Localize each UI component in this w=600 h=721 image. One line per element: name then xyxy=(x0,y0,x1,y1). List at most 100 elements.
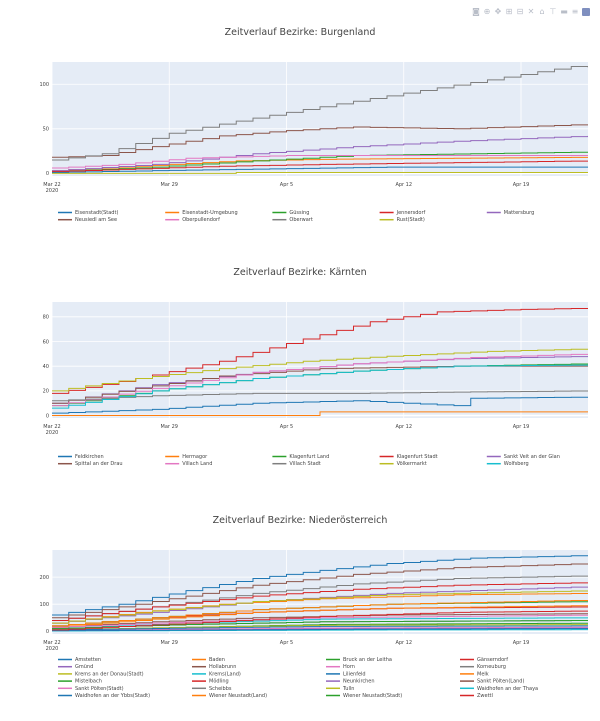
legend-item[interactable]: Melk xyxy=(460,671,489,677)
legend-item[interactable]: Zwettl xyxy=(460,693,493,699)
legend-item[interactable]: Jennersdorf xyxy=(379,210,426,216)
legend-item[interactable]: Scheibbs xyxy=(192,686,232,692)
legend-item[interactable]: Neunkirchen xyxy=(326,679,375,685)
series-line[interactable] xyxy=(52,124,588,158)
legend-item[interactable]: Baden xyxy=(192,657,225,663)
series-line[interactable] xyxy=(52,586,588,624)
legend-item[interactable]: Spittal an der Drau xyxy=(58,461,123,467)
chart-title: Zeitverlauf Bezirke: Kärnten xyxy=(233,267,366,278)
series-line[interactable] xyxy=(52,396,588,414)
series-line[interactable] xyxy=(52,624,588,631)
legend-item[interactable]: Eisenstadt-Umgebung xyxy=(165,210,238,216)
legend-item[interactable]: Güssing xyxy=(272,210,309,216)
legend-item[interactable]: Wiener Neustadt(Stadt) xyxy=(326,693,402,699)
legend-label: Jennersdorf xyxy=(396,210,426,216)
series-line[interactable] xyxy=(52,166,588,173)
legend-item[interactable]: Klagenfurt Land xyxy=(272,454,329,460)
series-line[interactable] xyxy=(52,171,588,174)
legend-item[interactable]: Hollabrunn xyxy=(192,664,236,670)
series-line[interactable] xyxy=(52,628,588,632)
legend-label: Mödling xyxy=(209,679,229,685)
legend-item[interactable]: Gänserndorf xyxy=(460,657,508,663)
series-line[interactable] xyxy=(52,353,588,407)
legend-item[interactable]: Mattersburg xyxy=(486,210,535,216)
legend-label: Gänserndorf xyxy=(477,657,508,663)
legend-item[interactable]: Krems(Land) xyxy=(192,671,241,677)
series-line[interactable] xyxy=(52,582,588,621)
legend-label: Scheibbs xyxy=(209,686,232,692)
legend-item[interactable]: Horn xyxy=(326,664,355,670)
plotly-logo-icon[interactable] xyxy=(582,8,590,16)
zoom-out-icon[interactable]: ⊟ xyxy=(516,7,524,16)
chart-niederoesterreich: Zeitverlauf Bezirke: Niederösterreich 0 10… xyxy=(39,515,588,699)
series-line[interactable] xyxy=(52,605,588,628)
legend-item[interactable]: Sankt Pölten(Land) xyxy=(460,679,524,685)
x-tick-sublabel: 2020 xyxy=(46,430,59,436)
series-line[interactable] xyxy=(52,155,588,169)
legend-item[interactable]: Mistelbach xyxy=(58,679,102,685)
legend-item[interactable]: Villach Land xyxy=(165,461,212,467)
camera-icon[interactable]: ◙ xyxy=(472,7,480,16)
legend-label: Waidhofen an der Thaya xyxy=(477,686,538,692)
legend-item[interactable]: Waidhofen an der Thaya xyxy=(460,686,538,692)
y-tick-label: 0 xyxy=(46,171,49,177)
series-line[interactable] xyxy=(52,599,588,627)
legend-item[interactable]: Mödling xyxy=(192,679,229,685)
legend-item[interactable]: Rust(Stadt) xyxy=(379,217,425,223)
x-tick-label: Apr 19 xyxy=(513,640,530,646)
legend-item[interactable]: Neusiedl am See xyxy=(58,217,117,223)
legend-item[interactable]: Lilienfeld xyxy=(326,671,366,677)
legend-item[interactable]: Waidhofen an der Ybbs(Stadt) xyxy=(58,693,150,699)
legend-item[interactable]: Bruck an der Leitha xyxy=(326,657,392,663)
series-line[interactable] xyxy=(52,135,588,172)
modebar: ◙ ⊕ ✥ ⊞ ⊟ ✕ ⌂ ⊤ ▬ ≡ xyxy=(472,8,590,16)
legend-item[interactable]: Villach Stadt xyxy=(272,461,321,467)
hover-closest-icon[interactable]: ▬ xyxy=(560,7,568,16)
legend-item[interactable]: Sankt Veit an der Glan xyxy=(486,454,560,460)
spike-lines-icon[interactable]: ⊤ xyxy=(549,7,557,16)
legend-item[interactable]: Feldkirchen xyxy=(58,454,104,460)
legend-item[interactable]: Wiener Neustadt(Land) xyxy=(192,693,267,699)
legend-label: Sankt Pölten(Land) xyxy=(477,679,524,685)
series-line[interactable] xyxy=(52,65,588,161)
legend-item[interactable]: Klagenfurt Stadt xyxy=(379,454,438,460)
series-line[interactable] xyxy=(52,563,588,619)
series-line[interactable] xyxy=(52,617,588,630)
series-line[interactable] xyxy=(52,156,588,172)
legend-item[interactable]: Tulln xyxy=(326,686,354,692)
pan-icon[interactable]: ✥ xyxy=(494,7,502,16)
legend-item[interactable]: Korneuburg xyxy=(460,664,506,670)
series-line[interactable] xyxy=(52,610,588,631)
legend-item[interactable]: Sankt Pölten(Stadt) xyxy=(58,686,124,692)
legend-item[interactable]: Hermagor xyxy=(165,454,208,460)
autoscale-icon[interactable]: ✕ xyxy=(527,7,535,16)
series-line[interactable] xyxy=(52,348,588,392)
hover-compare-icon[interactable]: ≡ xyxy=(571,7,579,16)
legend-label: Eisenstadt-Umgebung xyxy=(182,210,237,216)
series-line[interactable] xyxy=(52,625,588,631)
series-line[interactable] xyxy=(52,151,588,173)
legend-item[interactable]: Völkermarkt xyxy=(379,461,427,467)
legend-item[interactable]: Gmünd xyxy=(58,664,93,670)
legend-item[interactable]: Amstetten xyxy=(58,657,101,663)
series-line[interactable] xyxy=(52,555,588,616)
zoom-in-icon[interactable]: ⊞ xyxy=(505,7,513,16)
series-line[interactable] xyxy=(52,590,588,624)
y-tick-label: 50 xyxy=(43,127,49,133)
zoom-icon[interactable]: ⊕ xyxy=(483,7,491,16)
legend-item[interactable]: Oberwart xyxy=(272,217,313,223)
x-tick-label: Apr 12 xyxy=(395,424,412,430)
y-tick-label: 80 xyxy=(43,315,49,321)
legend-item[interactable]: Oberpullendorf xyxy=(165,217,220,223)
legend-item[interactable]: Krems an der Donau(Stadt) xyxy=(58,671,144,677)
series-line[interactable] xyxy=(52,411,588,417)
legend-item[interactable]: Wolfsberg xyxy=(486,461,529,467)
reset-axes-icon[interactable]: ⌂ xyxy=(539,7,545,16)
legend-label: Wiener Neustadt(Land) xyxy=(209,693,267,699)
series-line[interactable] xyxy=(52,160,588,173)
legend-label: Oberwart xyxy=(289,217,312,223)
series-line[interactable] xyxy=(52,364,588,409)
series-line[interactable] xyxy=(52,626,588,631)
series-line[interactable] xyxy=(52,614,588,628)
legend-item[interactable]: Eisenstadt(Stadt) xyxy=(58,210,118,216)
